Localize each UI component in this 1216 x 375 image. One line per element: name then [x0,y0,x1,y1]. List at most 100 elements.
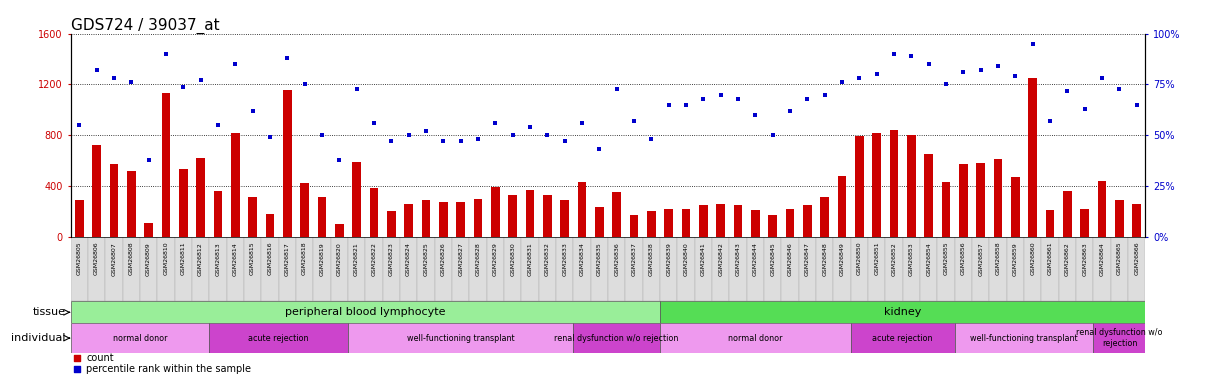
Bar [907,135,916,237]
Text: GSM26807: GSM26807 [112,242,117,276]
Point [537,132,557,138]
Point [105,75,124,81]
Text: GSM26816: GSM26816 [268,242,272,276]
Bar [713,237,730,301]
Text: normal donor: normal donor [113,334,167,343]
Bar [660,323,851,353]
Text: GSM26806: GSM26806 [94,242,98,276]
Text: GSM26839: GSM26839 [666,242,671,276]
Bar [630,215,638,237]
Text: acute rejection: acute rejection [248,334,309,343]
Text: GSM26824: GSM26824 [406,242,411,276]
Bar [1076,237,1093,301]
Bar [682,209,691,237]
Bar [503,237,522,301]
Point [347,86,366,92]
Point [1041,118,1060,124]
Text: well-functioning transplant: well-functioning transplant [970,334,1077,343]
Bar [591,237,608,301]
Text: GSM26848: GSM26848 [822,242,827,276]
Point [1023,41,1042,47]
Bar [595,207,603,237]
Bar [1046,210,1054,237]
Bar [1098,181,1107,237]
Point [884,51,903,57]
Bar [868,237,885,301]
Bar [353,162,361,237]
Text: GSM26833: GSM26833 [562,242,567,276]
Bar [1029,78,1037,237]
Text: kidney: kidney [884,307,922,317]
Bar [643,237,660,301]
Bar [1093,237,1110,301]
Text: GDS724 / 39037_at: GDS724 / 39037_at [71,18,219,34]
Point [122,80,141,86]
Bar [647,211,655,237]
Bar [1007,237,1024,301]
Text: GSM26863: GSM26863 [1082,242,1087,276]
Text: GSM26828: GSM26828 [475,242,480,276]
Point [798,96,817,102]
Text: GSM26849: GSM26849 [839,242,845,276]
Text: GSM26860: GSM26860 [1030,242,1035,276]
Point [624,118,643,124]
Bar [573,237,591,301]
Bar [544,195,552,237]
Text: GSM26864: GSM26864 [1099,242,1104,276]
Bar [88,237,106,301]
Bar [452,237,469,301]
Bar [751,210,760,237]
Text: GSM26813: GSM26813 [215,242,220,276]
Point [902,53,922,59]
Bar [295,237,314,301]
Point [503,132,523,138]
Text: GSM26814: GSM26814 [232,242,238,276]
Text: tissue: tissue [33,307,66,317]
Bar [106,237,123,301]
Point [1006,74,1025,80]
Point [573,120,592,126]
Bar [924,154,933,237]
Bar [764,237,782,301]
Bar [730,237,747,301]
Text: GSM26854: GSM26854 [927,242,931,276]
Bar [248,197,257,237]
Bar [959,164,968,237]
Bar [993,159,1002,237]
Bar [694,237,713,301]
Point [781,108,800,114]
Point [832,80,851,86]
Text: GSM26837: GSM26837 [631,242,636,276]
Text: GSM26820: GSM26820 [337,242,342,276]
Bar [71,323,209,353]
Text: GSM26826: GSM26826 [440,242,446,276]
Text: count: count [86,353,114,363]
Bar [677,237,694,301]
Point [711,92,731,98]
Text: GSM26809: GSM26809 [146,242,151,276]
Bar [838,176,846,237]
Point [1075,106,1094,112]
Text: GSM26846: GSM26846 [788,242,793,276]
Bar [851,237,868,301]
Bar [573,323,660,353]
Point [68,356,88,362]
Point [676,102,696,108]
Bar [885,237,902,301]
Bar [92,146,101,237]
Bar [578,182,586,237]
Point [919,61,939,67]
Bar [365,237,383,301]
Bar [955,237,972,301]
Text: GSM26856: GSM26856 [961,242,966,276]
Point [867,71,886,77]
Bar [1128,237,1145,301]
Text: renal dysfunction w/o rejection: renal dysfunction w/o rejection [554,334,679,343]
Bar [1059,237,1076,301]
Point [191,77,210,83]
Bar [561,200,569,237]
Text: GSM26844: GSM26844 [753,242,758,276]
Bar [747,237,764,301]
Point [294,81,314,87]
Text: GSM26818: GSM26818 [302,242,308,276]
